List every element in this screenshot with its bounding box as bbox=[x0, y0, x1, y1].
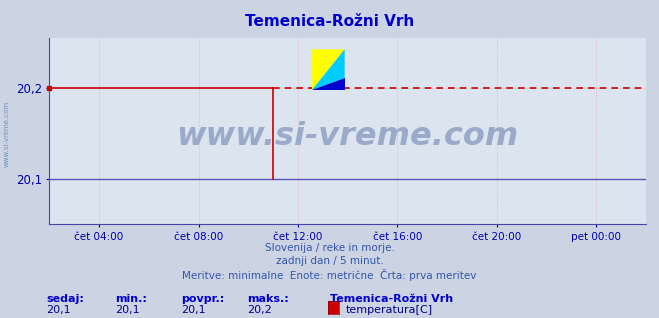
Text: temperatura[C]: temperatura[C] bbox=[346, 305, 433, 315]
Text: Temenica-Rožni Vrh: Temenica-Rožni Vrh bbox=[245, 14, 414, 29]
Text: 20,1: 20,1 bbox=[115, 305, 140, 315]
Text: 20,2: 20,2 bbox=[247, 305, 272, 315]
Text: www.si-vreme.com: www.si-vreme.com bbox=[3, 100, 10, 167]
Text: sedaj:: sedaj: bbox=[46, 294, 84, 304]
Text: Meritve: minimalne  Enote: metrične  Črta: prva meritev: Meritve: minimalne Enote: metrične Črta:… bbox=[183, 269, 476, 281]
Text: www.si-vreme.com: www.si-vreme.com bbox=[177, 121, 519, 152]
Text: povpr.:: povpr.: bbox=[181, 294, 225, 304]
Text: min.:: min.: bbox=[115, 294, 147, 304]
Polygon shape bbox=[312, 49, 345, 90]
Text: Slovenija / reke in morje.: Slovenija / reke in morje. bbox=[264, 243, 395, 253]
Text: 20,1: 20,1 bbox=[181, 305, 206, 315]
Polygon shape bbox=[312, 49, 345, 90]
Text: Temenica-Rožni Vrh: Temenica-Rožni Vrh bbox=[330, 294, 453, 304]
Text: maks.:: maks.: bbox=[247, 294, 289, 304]
Text: zadnji dan / 5 minut.: zadnji dan / 5 minut. bbox=[275, 256, 384, 266]
Polygon shape bbox=[312, 78, 345, 90]
Text: 20,1: 20,1 bbox=[46, 305, 71, 315]
